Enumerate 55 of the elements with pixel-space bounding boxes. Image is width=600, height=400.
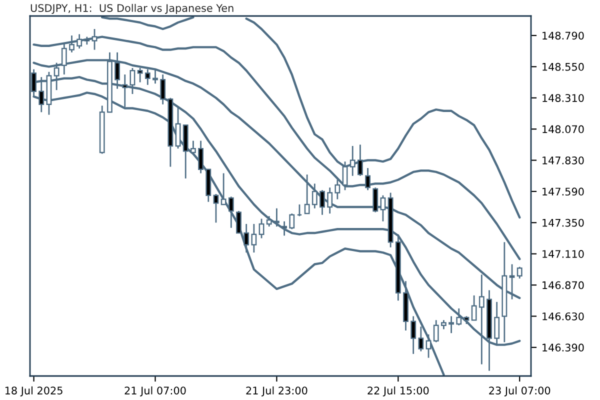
y-tick-label: 147.590	[542, 188, 584, 196]
candlestick	[251, 223, 257, 254]
candlestick	[327, 186, 333, 214]
candlestick	[228, 196, 234, 229]
candlestick	[304, 174, 310, 214]
x-tick-label: 23 Jul 07:00	[489, 386, 550, 396]
candlestick	[448, 316, 454, 334]
candlestick	[274, 208, 280, 228]
candlestick	[220, 172, 226, 206]
candlestick	[440, 319, 446, 330]
x-tick-label: 18 Jul 2025	[5, 386, 62, 396]
y-tick-label: 147.830	[542, 156, 584, 164]
candlestick	[426, 334, 432, 358]
chart-title: USDJPY, H1: US Dollar vs Japanese Yen	[30, 4, 234, 14]
candlestick	[213, 193, 219, 224]
candlestick	[372, 186, 378, 213]
candlestick	[244, 223, 250, 254]
y-tick-label: 148.550	[542, 62, 584, 71]
candlestick	[175, 106, 181, 150]
y-tick-label: 146.390	[542, 344, 584, 352]
candlestick	[190, 140, 196, 154]
candlestick	[266, 215, 272, 228]
candlestick	[350, 145, 356, 177]
candlestick	[380, 194, 386, 222]
x-tick-label: 22 Jul 15:00	[368, 386, 429, 396]
candlestick	[357, 144, 363, 177]
y-tick-label: 148.310	[542, 94, 584, 102]
y-tick-label: 146.630	[542, 312, 584, 320]
candlestick	[456, 308, 462, 326]
candlestick	[289, 212, 295, 230]
line-series	[32, 36, 521, 260]
candlestick	[471, 294, 477, 321]
candlestick	[137, 67, 143, 83]
candlestick	[236, 210, 242, 234]
candlestick	[433, 319, 439, 343]
candlestick	[365, 167, 371, 191]
candlestick	[342, 160, 348, 191]
candlestick	[258, 218, 264, 239]
y-tick-label: 147.110	[542, 250, 584, 258]
x-tick-label: 21 Jul 23:00	[246, 386, 308, 396]
candlestick	[152, 68, 158, 84]
candlestick	[418, 326, 424, 352]
candlestick	[312, 182, 318, 210]
candlestick	[516, 266, 522, 280]
y-tick-label: 148.790	[542, 32, 584, 40]
y-tick-label: 147.350	[542, 218, 584, 227]
candlestick	[144, 68, 150, 86]
candlestick	[410, 316, 416, 355]
candlestick	[320, 189, 325, 216]
y-tick-label: 148.070	[542, 125, 584, 134]
candlestick	[198, 140, 204, 174]
x-tick-label: 21 Jul 07:00	[124, 386, 186, 396]
candlestick	[282, 220, 288, 236]
y-tick-label: 146.870	[542, 281, 584, 290]
candlestick	[334, 179, 340, 200]
